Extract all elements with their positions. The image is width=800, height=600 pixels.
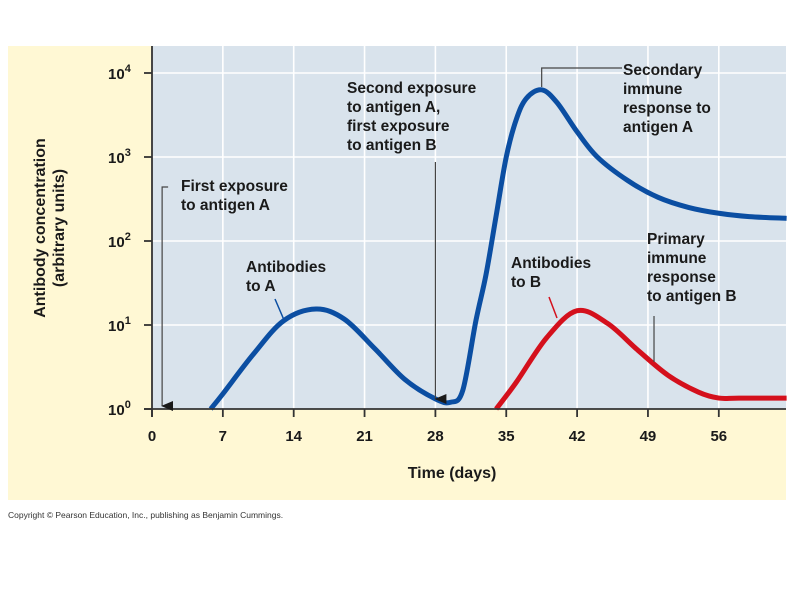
copyright-notice: Copyright © Pearson Education, Inc., pub… [8,510,284,520]
x-tick-label: 35 [498,428,515,445]
x-tick-label: 56 [710,428,727,445]
y-tick-label: 101 [108,315,131,335]
secondary-response-leader [541,67,622,87]
label-a-leader [274,298,285,321]
series-line-antibodies-b [494,307,787,411]
y-axis-title: Antibody concentration [32,138,49,318]
y-tick-label: 100 [108,399,131,419]
x-tick-label: 7 [219,428,227,445]
x-tick-label: 21 [356,428,373,445]
series-line-antibodies-a [208,87,787,411]
annotation-secondary-response: Secondary immune response to antigen A [623,62,711,136]
x-tick-label: 42 [569,428,586,445]
label-antibodies-a: Antibodies to A [246,259,326,295]
grid [152,46,786,409]
y-tick-label: 102 [108,231,131,251]
series-layer [208,87,787,411]
annotations: First exposure to antigen A Second exposur… [161,62,737,411]
ticks: 0 7 14 21 28 35 42 49 56 100 101 102 103 104 [108,63,727,445]
label-antibodies-b: Antibodies to B [511,255,591,291]
first-exposure-arrow [161,186,174,411]
annotation-first-exposure: First exposure to antigen A [181,178,288,214]
axes [144,46,786,417]
x-axis-title: Time (days) [408,465,497,482]
y-tick-label: 103 [108,147,131,167]
x-tick-label: 49 [640,428,657,445]
annotation-second-exposure: Second exposure to antigen A, first exposu… [347,80,477,154]
y-axis-title-group: Antibody concentration (arbitrary units) [32,138,68,318]
x-tick-label: 0 [148,428,156,445]
y-axis-units: (arbitrary units) [51,169,68,287]
x-tick-label: 28 [427,428,444,445]
label-b-leader [548,296,558,319]
y-tick-label: 104 [108,63,132,83]
annotation-primary-response-b: Primary immune response to antigen B [647,231,737,305]
x-tick-label: 14 [285,428,302,445]
